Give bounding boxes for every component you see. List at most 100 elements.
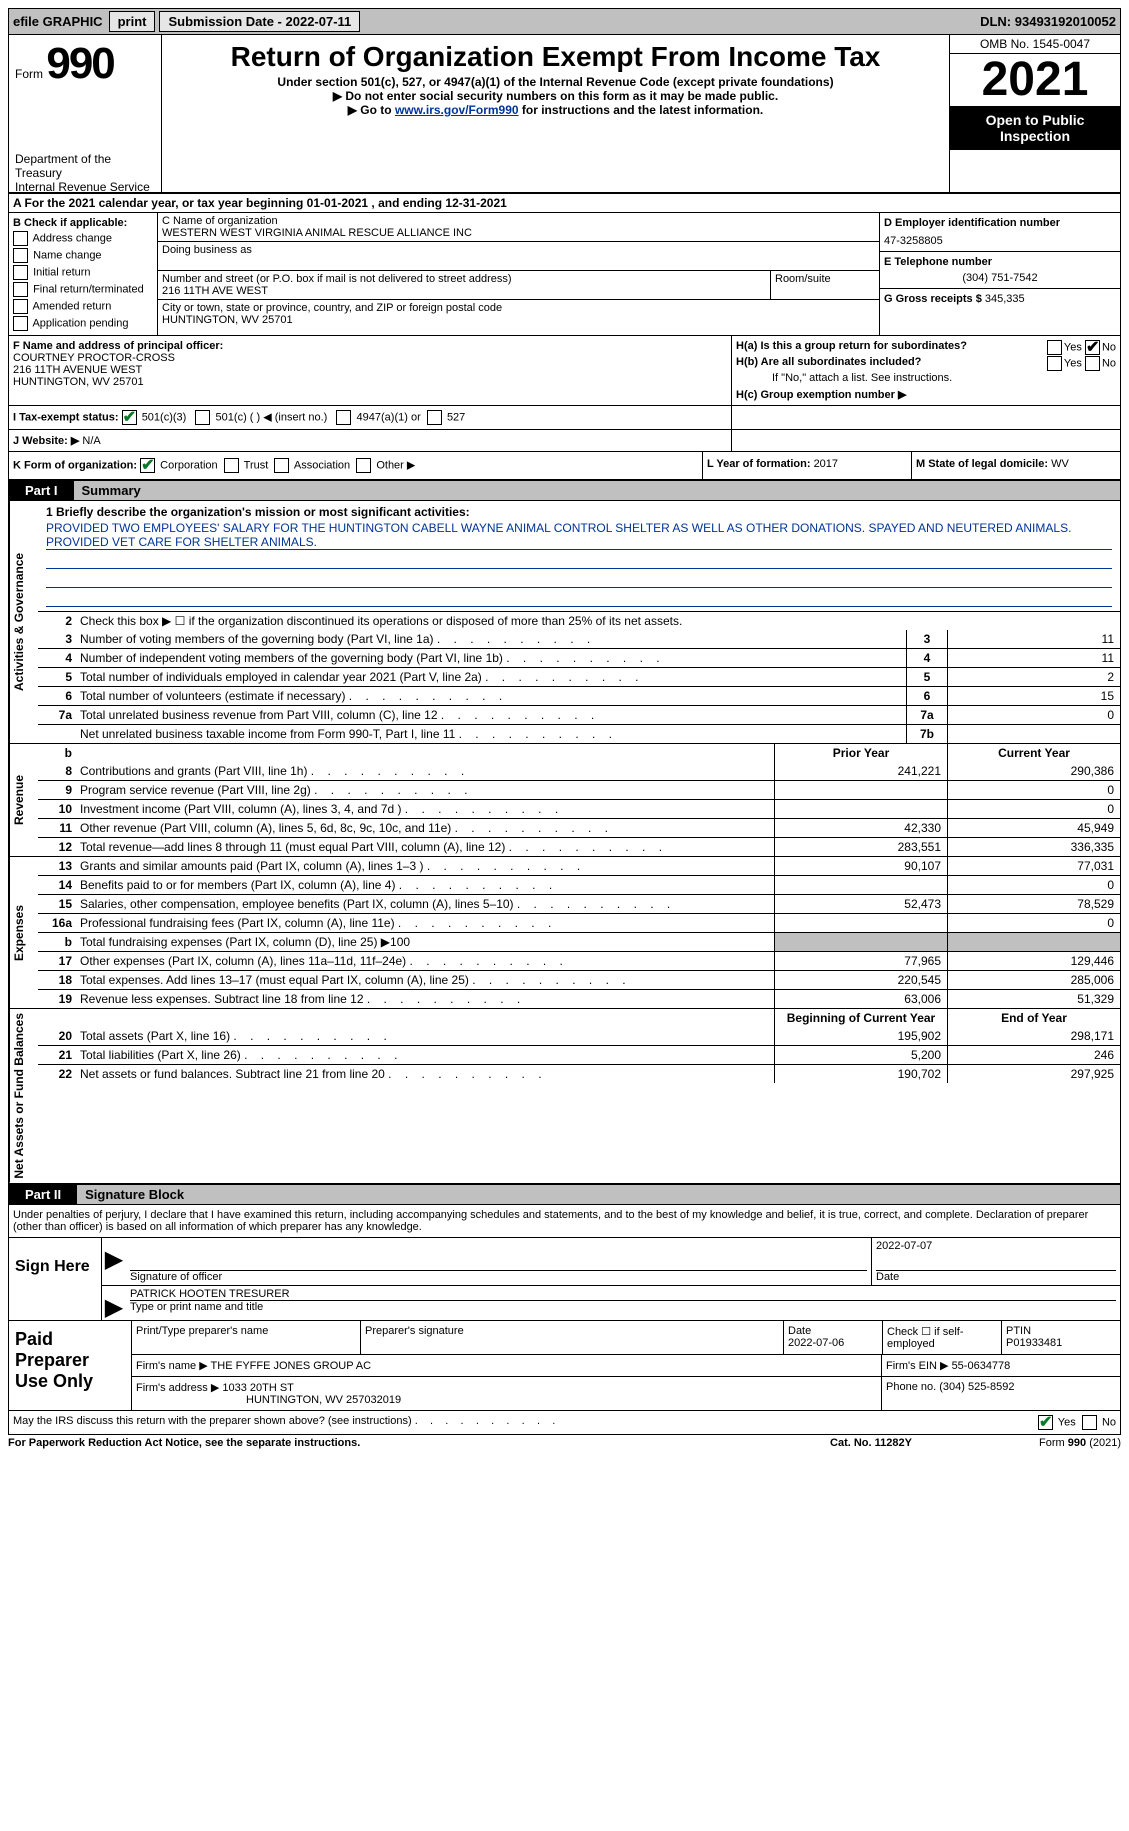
- dln: DLN: 93493192010052: [980, 14, 1116, 29]
- 527-checkbox[interactable]: [427, 410, 442, 425]
- assoc-checkbox[interactable]: [274, 458, 289, 473]
- ha-yes-checkbox[interactable]: [1047, 340, 1062, 355]
- table-row: 18Total expenses. Add lines 13–17 (must …: [38, 970, 1120, 989]
- omb-number: OMB No. 1545-0047: [950, 35, 1120, 54]
- discuss-text: May the IRS discuss this return with the…: [13, 1415, 412, 1427]
- vtab-expenses: Expenses: [9, 857, 38, 1008]
- sign-here-block: Sign Here ▶ Signature of officer 2022-07…: [8, 1237, 1121, 1321]
- part1-title: Summary: [74, 481, 1120, 500]
- ha-label: H(a) Is this a group return for subordin…: [736, 340, 967, 352]
- table-row: 11Other revenue (Part VIII, column (A), …: [38, 818, 1120, 837]
- ha-no-checkbox[interactable]: [1085, 340, 1100, 355]
- ptin: P01933481: [1006, 1337, 1062, 1349]
- table-row: 3Number of voting members of the governi…: [38, 630, 1120, 648]
- street-label: Number and street (or P.O. box if mail i…: [162, 273, 766, 285]
- table-row: 9Program service revenue (Part VIII, lin…: [38, 780, 1120, 799]
- officer-street: 216 11TH AVENUE WEST: [13, 364, 727, 376]
- gross-label: G Gross receipts $: [884, 293, 985, 305]
- room-label: Room/suite: [771, 271, 879, 299]
- table-row: 19Revenue less expenses. Subtract line 1…: [38, 989, 1120, 1008]
- form-subtitle: Under section 501(c), 527, or 4947(a)(1)…: [168, 75, 943, 89]
- end-year-header: End of Year: [947, 1009, 1120, 1027]
- ssn-note: ▶ Do not enter social security numbers o…: [168, 89, 943, 103]
- part2-tab: Part II: [9, 1185, 77, 1204]
- part2-header: Part II Signature Block: [8, 1184, 1121, 1205]
- dba-label: Doing business as: [162, 244, 875, 256]
- 501c3-checkbox[interactable]: [122, 410, 137, 425]
- table-row: Net unrelated business taxable income fr…: [38, 724, 1120, 743]
- irs-link[interactable]: www.irs.gov/Form990: [395, 103, 519, 117]
- vtab-revenue: Revenue: [9, 744, 38, 856]
- discuss-yes-checkbox[interactable]: [1038, 1415, 1053, 1430]
- 501c-checkbox[interactable]: [195, 410, 210, 425]
- form-org-label: K Form of organization:: [13, 459, 137, 471]
- submission-info: Submission Date - 2022-07-11: [159, 11, 360, 32]
- sig-arrow-icon: ▶: [102, 1286, 126, 1320]
- part1-tab: Part I: [9, 481, 74, 500]
- vtab-governance: Activities & Governance: [9, 501, 38, 743]
- officer-group-row: F Name and address of principal officer:…: [8, 336, 1121, 406]
- form-number: 990: [46, 39, 113, 88]
- sig-arrow-icon: ▶: [102, 1238, 126, 1285]
- street: 216 11TH AVE WEST: [162, 285, 766, 297]
- check-if-label: B Check if applicable:: [13, 217, 153, 229]
- self-employed-check[interactable]: Check ☐ if self-employed: [883, 1321, 1002, 1354]
- date-label: Date: [876, 1270, 1116, 1283]
- org-name-label: C Name of organization: [162, 215, 875, 227]
- trust-checkbox[interactable]: [224, 458, 239, 473]
- phone-label: E Telephone number: [884, 256, 1116, 268]
- print-button[interactable]: print: [109, 11, 156, 32]
- table-row: 6Total number of volunteers (estimate if…: [38, 686, 1120, 705]
- firm-address: 1033 20TH ST: [222, 1382, 294, 1394]
- initial-return-checkbox[interactable]: [13, 265, 28, 280]
- form-title: Return of Organization Exempt From Incom…: [168, 41, 943, 73]
- vtab-netassets: Net Assets or Fund Balances: [9, 1009, 38, 1183]
- firm-ein: 55-0634778: [952, 1360, 1011, 1372]
- page-footer: For Paperwork Reduction Act Notice, see …: [8, 1435, 1121, 1449]
- year-formation: 2017: [814, 458, 838, 470]
- table-row: 20Total assets (Part X, line 16)195,9022…: [38, 1027, 1120, 1045]
- address-change-checkbox[interactable]: [13, 231, 28, 246]
- firm-city: HUNTINGTON, WV 257032019: [136, 1394, 401, 1406]
- part2-title: Signature Block: [77, 1185, 1120, 1204]
- website-label: J Website: ▶: [13, 435, 79, 447]
- part1-header: Part I Summary: [8, 480, 1121, 501]
- table-row: 22Net assets or fund balances. Subtract …: [38, 1064, 1120, 1083]
- table-row: 7aTotal unrelated business revenue from …: [38, 705, 1120, 724]
- amended-checkbox[interactable]: [13, 299, 28, 314]
- prep-sig-label: Preparer's signature: [361, 1321, 784, 1354]
- officer-printed-name: PATRICK HOOTEN TRESURER: [130, 1288, 1116, 1300]
- hb-yes-checkbox[interactable]: [1047, 356, 1062, 371]
- website-value: N/A: [82, 435, 100, 447]
- website-row: J Website: ▶ N/A: [8, 430, 1121, 452]
- tax-status-row: I Tax-exempt status: 501(c)(3) 501(c) ( …: [8, 406, 1121, 430]
- goto-line: ▶ Go to www.irs.gov/Form990 for instruct…: [168, 103, 943, 117]
- hb-label: H(b) Are all subordinates included?: [736, 356, 921, 368]
- summary-governance: Activities & Governance 1 Briefly descri…: [8, 501, 1121, 744]
- summary-revenue: Revenue b Prior Year Current Year 8Contr…: [8, 744, 1121, 857]
- table-row: 4Number of independent voting members of…: [38, 648, 1120, 667]
- efile-label: efile GRAPHIC: [13, 14, 103, 29]
- other-checkbox[interactable]: [356, 458, 371, 473]
- name-change-checkbox[interactable]: [13, 248, 28, 263]
- officer-city: HUNTINGTON, WV 25701: [13, 376, 727, 388]
- officer-label: F Name and address of principal officer:: [13, 340, 727, 352]
- app-pending-checkbox[interactable]: [13, 316, 28, 331]
- summary-expenses: Expenses 13Grants and similar amounts pa…: [8, 857, 1121, 1009]
- corp-checkbox[interactable]: [140, 458, 155, 473]
- discuss-no-checkbox[interactable]: [1082, 1415, 1097, 1430]
- form-label: Form: [15, 67, 43, 81]
- ein: 47-3258805: [884, 229, 1116, 247]
- phone: (304) 751-7542: [884, 268, 1116, 284]
- table-row: 16aProfessional fundraising fees (Part I…: [38, 913, 1120, 932]
- hc-label: H(c) Group exemption number ▶: [736, 388, 1116, 401]
- entity-block: B Check if applicable: Address change Na…: [8, 213, 1121, 336]
- mission-label: 1 Briefly describe the organization's mi…: [46, 505, 1112, 519]
- sig-date: 2022-07-07: [876, 1240, 1116, 1270]
- final-return-checkbox[interactable]: [13, 282, 28, 297]
- state-domicile: WV: [1051, 458, 1069, 470]
- hb-no-checkbox[interactable]: [1085, 356, 1100, 371]
- 4947-checkbox[interactable]: [336, 410, 351, 425]
- ein-label: D Employer identification number: [884, 217, 1116, 229]
- paid-preparer-block: Paid Preparer Use Only Print/Type prepar…: [8, 1321, 1121, 1411]
